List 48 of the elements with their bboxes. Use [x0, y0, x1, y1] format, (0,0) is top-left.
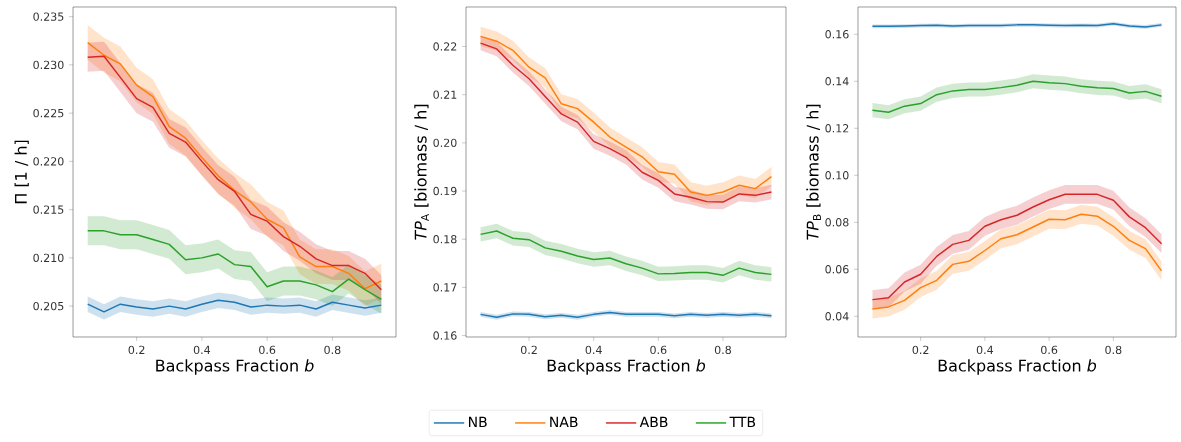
y-tick-label: 0.16 — [825, 30, 849, 39]
legend-label: ABB — [639, 416, 668, 428]
y-tick-label: 0.230 — [33, 60, 64, 70]
x-tick-label: 0.4 — [193, 345, 211, 355]
x-tick-label: 0.6 — [1041, 345, 1058, 355]
y-tick-label: 0.06 — [825, 265, 849, 274]
y-tick-label: 0.210 — [33, 253, 64, 263]
y-tick-label: 0.17 — [433, 283, 457, 292]
x-tick-label: 0.8 — [714, 345, 731, 355]
y-tick-label: 0.21 — [433, 90, 457, 99]
x-tick-label: 0.4 — [976, 345, 994, 355]
x-tick-label: 0.8 — [1105, 345, 1122, 355]
y-tick-label: 0.19 — [433, 186, 457, 196]
y-tick-label: 0.18 — [433, 235, 457, 244]
y-tick-label: 0.225 — [33, 108, 64, 118]
x-tick-label: 0.6 — [259, 345, 276, 355]
line-series — [86, 230, 383, 301]
line-series — [479, 230, 773, 277]
y-tick-label: 0.220 — [33, 157, 64, 166]
line-series — [871, 213, 1163, 310]
x-axis-title: Backpass Fraction b — [547, 359, 706, 375]
y-tick-label: 0.14 — [825, 77, 849, 86]
legend-label: NAB — [550, 416, 578, 428]
x-tick-label: 0.2 — [128, 345, 145, 355]
legend-label: NB — [469, 416, 487, 428]
x-tick-label: 0.2 — [520, 345, 537, 355]
y-axis-title: TP$_{A}$ [biomass / h] — [414, 104, 429, 240]
x-axis-title: Backpass Fraction b — [938, 359, 1097, 375]
y-tick-label: 0.10 — [825, 171, 849, 180]
y-tick-label: 0.08 — [825, 218, 849, 227]
y-tick-label: 0.12 — [825, 124, 849, 133]
y-tick-label: 0.215 — [33, 205, 64, 214]
y-tick-label: 0.16 — [433, 331, 457, 340]
y-axis-title: TP$_{B}$ [biomass / h] — [806, 104, 821, 240]
legend-label: TTB — [729, 416, 756, 428]
y-axis-title: Π [1 / h] — [14, 140, 29, 204]
x-tick-label: 0.6 — [650, 345, 667, 355]
y-tick-label: 0.20 — [433, 138, 457, 148]
x-axis-title: Backpass Fraction b — [156, 359, 314, 375]
line-series — [871, 80, 1163, 114]
x-tick-label: 0.8 — [324, 345, 341, 355]
x-tick-label: 0.2 — [912, 345, 929, 355]
y-tick-label: 0.205 — [33, 301, 64, 311]
y-tick-label: 0.235 — [33, 12, 64, 21]
y-tick-label: 0.22 — [433, 42, 457, 51]
y-tick-label: 0.04 — [825, 312, 849, 321]
x-tick-label: 0.4 — [585, 345, 602, 355]
line-series — [86, 299, 383, 313]
